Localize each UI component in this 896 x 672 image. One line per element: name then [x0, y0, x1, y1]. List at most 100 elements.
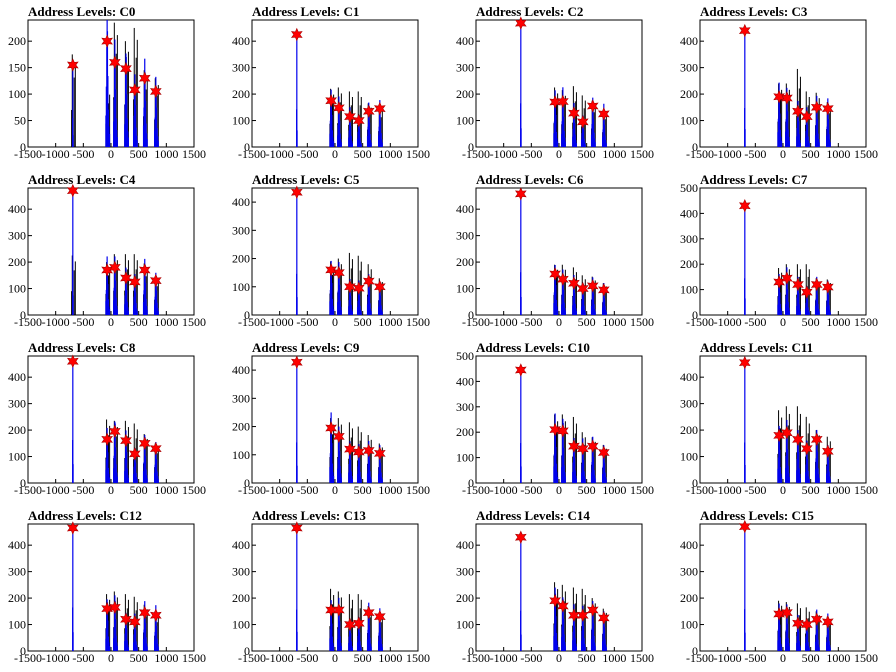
x-tick-label: -1000	[42, 483, 70, 497]
peak-marker	[514, 530, 527, 544]
x-tick-label: -500	[744, 315, 766, 329]
y-tick-label: 300	[680, 232, 698, 246]
panel-title: Address Levels: C15	[700, 508, 814, 523]
histogram-panel-c6: Address Levels: C6 0 100 200 300 400 -1500 -100…	[448, 168, 672, 336]
peak-marker	[120, 271, 132, 285]
histogram-panel-c4: Address Levels: C4 0 100 200 300 400 -1500 -100…	[0, 168, 224, 336]
y-tick-label: 100	[8, 282, 26, 296]
peak-marker	[810, 432, 823, 447]
x-tick-label: 1000	[602, 483, 626, 497]
x-tick-label: -1000	[490, 147, 518, 161]
y-tick-label: 200	[8, 423, 26, 437]
x-tick-label: 1000	[602, 651, 626, 665]
y-tick-label: 100	[232, 448, 250, 462]
histogram-panel-c14: Address Levels: C14 0 100 200 300 400 -1500 -10…	[448, 504, 672, 672]
peak-marker	[109, 600, 121, 615]
x-tick-label: -1000	[714, 315, 742, 329]
x-tick-label: -500	[296, 651, 318, 665]
peak-marker	[792, 104, 804, 119]
histogram-plot: 0 100 200 300 400 -1500 -1000 -500 0 500 1000 1500	[8, 354, 206, 497]
y-tick-label: 100	[8, 450, 26, 464]
y-tick-label: 200	[456, 425, 474, 439]
panel-title: Address Levels: C6	[476, 172, 584, 187]
peak-marker	[66, 354, 79, 369]
x-tick-label: 500	[130, 315, 148, 329]
x-tick-label: 0	[556, 483, 562, 497]
y-tick-label: 0	[692, 644, 698, 658]
x-tick-label: -500	[520, 315, 542, 329]
x-tick-label: -1500	[462, 147, 490, 161]
x-tick-label: 500	[354, 315, 372, 329]
x-tick-label: 500	[130, 147, 148, 161]
peak-marker	[362, 605, 375, 620]
x-tick-label: 0	[556, 147, 562, 161]
peak-marker	[344, 280, 356, 294]
peak-marker	[120, 433, 132, 448]
y-tick-label: 0	[692, 308, 698, 322]
y-tick-label: 400	[456, 374, 474, 388]
x-tick-label: 1000	[154, 483, 178, 497]
y-tick-label: 400	[8, 370, 26, 384]
x-tick-label: -500	[744, 147, 766, 161]
peak-marker	[333, 265, 345, 280]
axes-frame	[251, 19, 419, 148]
x-tick-label: 1000	[378, 315, 402, 329]
histogram-plot: 0 100 200 300 400 500 -1500 -1000 -500 0 500 1000 15…	[456, 349, 654, 497]
peak-marker	[738, 519, 751, 534]
y-tick-label: 0	[468, 308, 474, 322]
y-tick-label: 400	[680, 538, 698, 552]
peak-marker	[781, 271, 793, 285]
x-tick-label: -1000	[266, 315, 294, 329]
histogram-panel-c12: Address Levels: C12 0 100 200 300 400 -1500 -10…	[0, 504, 224, 672]
y-tick-label: 0	[468, 476, 474, 490]
x-tick-label: 1000	[154, 147, 178, 161]
peak-marker	[792, 432, 804, 447]
peak-marker	[373, 609, 386, 624]
x-tick-label: 0	[332, 651, 338, 665]
x-tick-label: 500	[354, 651, 372, 665]
peak-marker	[568, 276, 580, 290]
y-tick-label: 200	[232, 87, 250, 101]
peak-marker	[333, 603, 345, 617]
x-tick-label: 500	[354, 483, 372, 497]
x-tick-label: -500	[520, 651, 542, 665]
axes-frame	[699, 355, 867, 484]
peak-marker	[373, 446, 386, 461]
peak-marker	[149, 84, 162, 99]
y-tick-label: 100	[8, 618, 26, 632]
x-tick-label: 1500	[406, 315, 430, 329]
peak-marker	[290, 185, 303, 199]
y-tick-label: 100	[232, 618, 250, 632]
y-tick-label: 100	[680, 114, 698, 128]
axes-frame	[251, 355, 419, 484]
x-tick-label: 0	[780, 483, 786, 497]
y-tick-label: 0	[692, 140, 698, 154]
y-tick-label: 200	[8, 591, 26, 605]
panel-title: Address Levels: C3	[700, 4, 808, 19]
panel-title: Address Levels: C11	[700, 340, 814, 355]
x-tick-label: -500	[72, 315, 94, 329]
x-tick-label: 0	[556, 315, 562, 329]
x-tick-label: -500	[72, 147, 94, 161]
peak-marker	[138, 436, 151, 451]
peak-marker	[373, 280, 386, 294]
y-tick-label: 0	[20, 476, 26, 490]
x-tick-label: 1000	[826, 315, 850, 329]
x-tick-label: -1500	[462, 483, 490, 497]
x-tick-label: 1500	[182, 651, 206, 665]
y-tick-label: 0	[244, 308, 250, 322]
peak-marker	[66, 521, 79, 535]
peak-marker	[138, 71, 151, 85]
peak-marker	[344, 442, 356, 456]
peak-marker	[781, 605, 793, 620]
y-tick-label: 200	[456, 591, 474, 605]
peak-marker	[138, 605, 151, 620]
x-tick-label: -1500	[686, 147, 714, 161]
x-tick-label: -1500	[238, 147, 266, 161]
x-tick-label: 0	[780, 651, 786, 665]
peak-marker	[120, 61, 132, 76]
axes-frame	[251, 187, 419, 316]
y-tick-label: 400	[232, 538, 250, 552]
peak-marker	[597, 107, 610, 121]
x-tick-label: 500	[802, 483, 820, 497]
